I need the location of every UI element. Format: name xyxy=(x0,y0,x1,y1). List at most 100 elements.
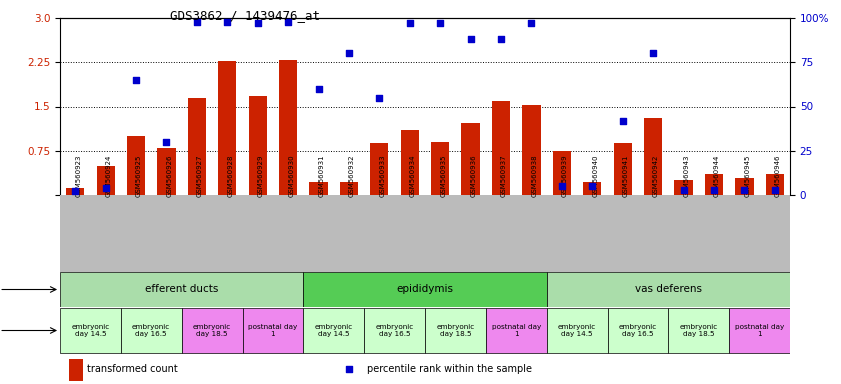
Text: embryonic
day 16.5: embryonic day 16.5 xyxy=(132,324,171,337)
Text: embryonic
day 16.5: embryonic day 16.5 xyxy=(375,324,414,337)
Bar xyxy=(340,182,358,195)
Point xyxy=(768,187,781,193)
Bar xyxy=(60,272,304,307)
Text: percentile rank within the sample: percentile rank within the sample xyxy=(368,364,532,374)
Bar xyxy=(492,101,510,195)
Text: postnatal day
1: postnatal day 1 xyxy=(248,324,298,337)
Point xyxy=(677,187,690,193)
Bar xyxy=(69,359,82,381)
Text: GSM560940: GSM560940 xyxy=(592,154,598,197)
Text: GSM560936: GSM560936 xyxy=(471,154,477,197)
Text: GSM560939: GSM560939 xyxy=(562,154,568,197)
Text: GSM560937: GSM560937 xyxy=(501,154,507,197)
Bar xyxy=(735,179,754,195)
Bar xyxy=(218,61,236,195)
Bar xyxy=(182,308,242,353)
Point xyxy=(373,94,386,101)
Text: GSM560934: GSM560934 xyxy=(410,154,415,197)
Point xyxy=(99,185,113,191)
Text: embryonic
day 18.5: embryonic day 18.5 xyxy=(680,324,718,337)
Text: vas deferens: vas deferens xyxy=(635,285,702,295)
Text: GSM560946: GSM560946 xyxy=(775,154,780,197)
Point xyxy=(525,20,538,26)
Text: postnatal day
1: postnatal day 1 xyxy=(735,324,784,337)
Bar xyxy=(370,143,389,195)
Text: GSM560942: GSM560942 xyxy=(653,154,659,197)
Point xyxy=(220,18,234,25)
Bar xyxy=(674,180,693,195)
Point xyxy=(616,118,629,124)
Bar xyxy=(644,118,662,195)
Text: GSM560931: GSM560931 xyxy=(319,154,325,197)
Text: embryonic
day 18.5: embryonic day 18.5 xyxy=(436,324,474,337)
Text: GSM560944: GSM560944 xyxy=(714,154,720,197)
Bar xyxy=(157,148,176,195)
Point xyxy=(251,20,264,26)
Point xyxy=(190,18,204,25)
Text: GSM560923: GSM560923 xyxy=(75,154,82,197)
Point xyxy=(555,183,569,189)
Bar xyxy=(547,272,790,307)
Text: embryonic
day 14.5: embryonic day 14.5 xyxy=(558,324,596,337)
Text: GSM560943: GSM560943 xyxy=(684,154,690,197)
Text: GSM560926: GSM560926 xyxy=(167,154,172,197)
Text: efferent ducts: efferent ducts xyxy=(145,285,219,295)
Bar xyxy=(614,143,632,195)
Point xyxy=(585,183,599,189)
Point xyxy=(130,77,143,83)
Bar xyxy=(121,308,182,353)
Bar xyxy=(462,123,479,195)
Bar xyxy=(607,308,669,353)
Text: GSM560924: GSM560924 xyxy=(106,154,112,197)
Text: transformed count: transformed count xyxy=(87,364,178,374)
Bar xyxy=(425,308,486,353)
Bar xyxy=(127,136,145,195)
Text: GSM560941: GSM560941 xyxy=(622,154,629,197)
Text: GSM560929: GSM560929 xyxy=(257,154,264,197)
Bar xyxy=(279,61,297,195)
Bar xyxy=(486,308,547,353)
Bar xyxy=(304,308,364,353)
Text: GSM560930: GSM560930 xyxy=(288,154,294,197)
Text: GDS3862 / 1439476_at: GDS3862 / 1439476_at xyxy=(170,9,320,22)
Bar xyxy=(705,174,723,195)
Text: GSM560925: GSM560925 xyxy=(136,154,142,197)
Point xyxy=(403,20,416,26)
Text: embryonic
day 14.5: embryonic day 14.5 xyxy=(315,324,353,337)
Text: epididymis: epididymis xyxy=(396,285,453,295)
Bar xyxy=(547,308,607,353)
Bar xyxy=(304,272,547,307)
Text: GSM560945: GSM560945 xyxy=(744,154,750,197)
Text: GSM560938: GSM560938 xyxy=(532,154,537,197)
Bar xyxy=(400,130,419,195)
Text: embryonic
day 14.5: embryonic day 14.5 xyxy=(71,324,109,337)
Bar xyxy=(553,151,571,195)
Bar xyxy=(583,182,601,195)
Point xyxy=(464,36,478,42)
Bar xyxy=(765,174,784,195)
Text: GSM560933: GSM560933 xyxy=(379,154,385,197)
Point xyxy=(342,50,356,56)
Bar xyxy=(60,308,121,353)
Bar xyxy=(431,142,449,195)
Point xyxy=(312,86,325,92)
Bar xyxy=(242,308,304,353)
Point xyxy=(68,189,82,195)
Point xyxy=(647,50,660,56)
Point xyxy=(282,18,295,25)
Bar xyxy=(66,188,84,195)
Text: postnatal day
1: postnatal day 1 xyxy=(492,324,541,337)
Point xyxy=(738,187,751,193)
Bar xyxy=(309,182,328,195)
Point xyxy=(495,36,508,42)
Point xyxy=(433,20,447,26)
Bar xyxy=(522,105,541,195)
Point xyxy=(342,366,356,372)
Bar xyxy=(249,96,267,195)
Text: GSM560932: GSM560932 xyxy=(349,154,355,197)
Bar xyxy=(364,308,425,353)
Bar xyxy=(97,166,114,195)
Point xyxy=(160,139,173,145)
Text: GSM560928: GSM560928 xyxy=(227,154,233,197)
Text: embryonic
day 16.5: embryonic day 16.5 xyxy=(619,324,657,337)
